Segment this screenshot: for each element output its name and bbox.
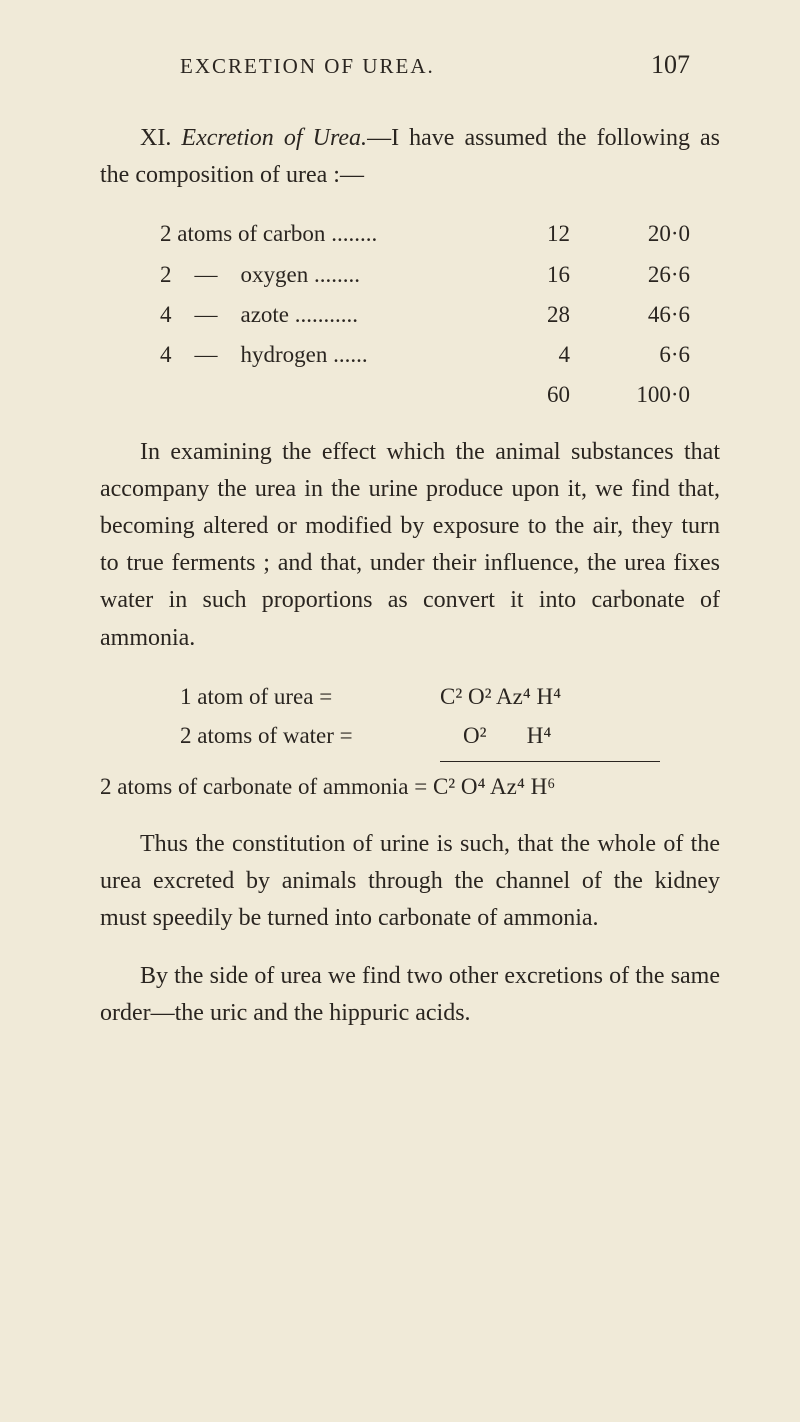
equation-block: 1 atom of urea = C² O² Az⁴ H⁴ 2 atoms of… — [180, 677, 720, 762]
eq-right: O² H⁴ — [440, 716, 660, 755]
table-row: 4 — hydrogen ...... 4 6·6 — [160, 335, 720, 375]
equation-row: 2 atoms of water = O² H⁴ — [180, 716, 720, 755]
row-percent: 26·6 — [570, 255, 690, 295]
row-percent: 46·6 — [570, 295, 690, 335]
eq-left: 2 atoms of water = — [180, 716, 440, 755]
table-total-row: 60 100·0 — [160, 375, 720, 415]
row-label: 4 — azote ........... — [160, 295, 500, 335]
table-row: 2 atoms of carbon ........ 12 20·0 — [160, 214, 720, 254]
eq-left: 1 atom of urea = — [180, 677, 440, 716]
section-title-italic: Excretion of Urea. — [181, 125, 367, 151]
table-row: 4 — azote ........... 28 46·6 — [160, 295, 720, 335]
row-value: 28 — [500, 295, 570, 335]
row-value: 12 — [500, 214, 570, 254]
equation-row: 1 atom of urea = C² O² Az⁴ H⁴ — [180, 677, 720, 716]
page-number: 107 — [651, 50, 690, 80]
total-percent: 100·0 — [570, 375, 690, 415]
row-label: 2 — oxygen ........ — [160, 255, 500, 295]
section-roman: XI. — [140, 125, 171, 151]
body-paragraph-2: Thus the constitution of urine is such, … — [100, 826, 720, 938]
row-value: 4 — [500, 335, 570, 375]
header-title: EXCRETION OF UREA. — [180, 54, 435, 79]
table-row: 2 — oxygen ........ 16 26·6 — [160, 255, 720, 295]
row-label: 4 — hydrogen ...... — [160, 335, 500, 375]
body-paragraph-3: By the side of urea we find two other ex… — [100, 958, 720, 1032]
row-percent: 6·6 — [570, 335, 690, 375]
row-percent: 20·0 — [570, 214, 690, 254]
row-value: 16 — [500, 255, 570, 295]
eq-right: C² O² Az⁴ H⁴ — [440, 677, 660, 716]
body-paragraph-1: In examining the effect which the animal… — [100, 434, 720, 657]
composition-table: 2 atoms of carbon ........ 12 20·0 2 — o… — [160, 214, 720, 415]
equation-rule — [440, 761, 660, 762]
row-label: 2 atoms of carbon ........ — [160, 214, 500, 254]
page-header: EXCRETION OF UREA. 107 — [100, 50, 720, 80]
final-equation: 2 atoms of carbonate of ammonia = C² O⁴ … — [100, 774, 720, 800]
intro-paragraph: XI. Excretion of Urea.—I have assumed th… — [100, 120, 720, 194]
total-value: 60 — [500, 375, 570, 415]
